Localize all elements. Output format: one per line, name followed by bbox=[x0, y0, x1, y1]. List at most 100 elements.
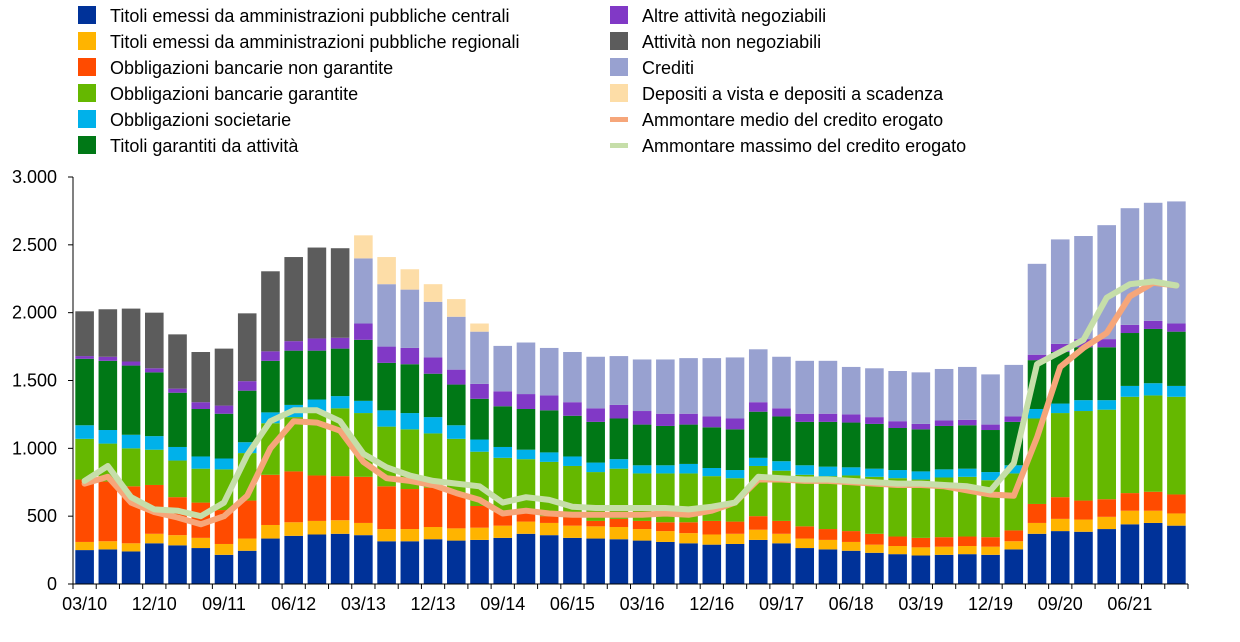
bar-segment bbox=[121, 551, 141, 584]
bar-segment bbox=[446, 384, 466, 426]
legend-swatch bbox=[610, 32, 628, 50]
bar-segment bbox=[493, 537, 513, 584]
bar-segment bbox=[679, 358, 698, 414]
bar-segment bbox=[958, 554, 977, 584]
bar-segment bbox=[307, 411, 327, 476]
bar-segment bbox=[772, 416, 791, 462]
bar-segment bbox=[1167, 331, 1186, 386]
bar-segment bbox=[818, 421, 838, 467]
bar-segment bbox=[284, 257, 303, 342]
bar-segment bbox=[656, 465, 675, 474]
legend-label: Attività non negoziabili bbox=[642, 32, 821, 52]
bar-segment bbox=[609, 539, 629, 584]
bar-segment bbox=[539, 516, 559, 523]
bar-segment bbox=[145, 372, 164, 437]
bar-segment bbox=[377, 257, 396, 285]
bar-segment bbox=[493, 391, 513, 407]
bar-segment bbox=[354, 400, 373, 414]
legend-swatch bbox=[610, 143, 628, 148]
bar-segment bbox=[539, 410, 559, 453]
bar-segment bbox=[772, 533, 791, 544]
legend-swatch bbox=[78, 58, 96, 76]
bar-segment bbox=[563, 517, 582, 526]
bar-segment bbox=[516, 521, 536, 534]
bar-segment bbox=[307, 534, 327, 584]
bar-segment bbox=[841, 414, 861, 423]
bar-segment bbox=[75, 425, 94, 439]
bar-segment bbox=[911, 471, 931, 480]
bar-segment bbox=[586, 538, 605, 584]
bar-segment bbox=[609, 404, 629, 419]
bar-segment bbox=[656, 425, 675, 466]
y-tick-label: 1.000 bbox=[12, 438, 57, 458]
bar-segment bbox=[191, 402, 211, 409]
bar-segment bbox=[1097, 529, 1116, 584]
bar-segment bbox=[725, 470, 745, 479]
legend-swatch bbox=[610, 117, 628, 122]
bar-segment bbox=[795, 548, 815, 584]
bar-segment bbox=[145, 543, 164, 584]
bar-segment bbox=[841, 541, 861, 551]
bar-segment bbox=[1097, 499, 1116, 517]
bar-segment bbox=[330, 396, 350, 409]
bar-segment bbox=[377, 541, 396, 584]
bar-segment bbox=[261, 412, 280, 424]
bar-segment bbox=[818, 549, 838, 584]
bar-segment bbox=[1143, 320, 1163, 329]
bar-segment bbox=[423, 433, 443, 488]
bar-segment bbox=[423, 539, 443, 584]
bar-segment bbox=[586, 520, 605, 527]
bar-segment bbox=[423, 417, 443, 434]
bar-segment bbox=[818, 466, 838, 477]
bar-segment bbox=[1004, 530, 1024, 542]
bar-segment bbox=[911, 537, 931, 548]
bar-segment bbox=[934, 425, 954, 470]
bar-segment bbox=[865, 468, 884, 477]
bar-segment bbox=[679, 463, 698, 474]
bar-segment bbox=[423, 301, 443, 358]
bar-segment bbox=[772, 543, 791, 584]
legend-label: Crediti bbox=[642, 58, 694, 78]
bar-segment bbox=[98, 309, 118, 357]
bar-segment bbox=[493, 345, 513, 392]
bar-segment bbox=[121, 361, 141, 366]
x-tick-label: 12/16 bbox=[689, 594, 734, 614]
bar-segment bbox=[865, 544, 884, 553]
bar-segment bbox=[958, 468, 977, 477]
bar-segment bbox=[795, 413, 815, 422]
bar-segment bbox=[191, 468, 211, 503]
bar-segment bbox=[1050, 518, 1070, 532]
bar-segment bbox=[1050, 343, 1070, 353]
bar-segment bbox=[888, 427, 907, 471]
bar-segment bbox=[307, 475, 327, 521]
bar-segment bbox=[354, 339, 373, 401]
bar-segment bbox=[191, 548, 211, 584]
series-line bbox=[81, 278, 1180, 520]
bar-segment bbox=[772, 461, 791, 471]
legend-label: Titoli garantiti da attività bbox=[110, 136, 299, 156]
bar-segment bbox=[1120, 524, 1140, 584]
bar-segment bbox=[330, 520, 350, 534]
y-axis: 0 500 1.000 1.500 2.000 2.500 3.000 bbox=[12, 167, 74, 594]
bar-segment bbox=[354, 535, 373, 584]
y-tick-label: 2.500 bbox=[12, 235, 57, 255]
bar-segment bbox=[656, 359, 675, 414]
bar-segment bbox=[609, 356, 629, 405]
legend-swatch bbox=[610, 84, 628, 102]
bar-segment bbox=[284, 471, 303, 523]
x-tick-label: 06/18 bbox=[829, 594, 874, 614]
bar-segment bbox=[98, 541, 118, 550]
bar-segment bbox=[145, 533, 164, 544]
bar-segment bbox=[75, 356, 94, 359]
bar-segment bbox=[563, 456, 582, 466]
bar-segment bbox=[493, 446, 513, 458]
bar-segment bbox=[934, 420, 954, 426]
bar-segment bbox=[1143, 510, 1163, 523]
bar-segment bbox=[400, 269, 420, 290]
bar-segment bbox=[446, 540, 466, 584]
bar-segment bbox=[586, 462, 605, 473]
y-tick-label: 3.000 bbox=[12, 167, 57, 187]
legend-swatch bbox=[78, 32, 96, 50]
bar-segment bbox=[563, 415, 582, 457]
bar-segment bbox=[470, 323, 489, 332]
